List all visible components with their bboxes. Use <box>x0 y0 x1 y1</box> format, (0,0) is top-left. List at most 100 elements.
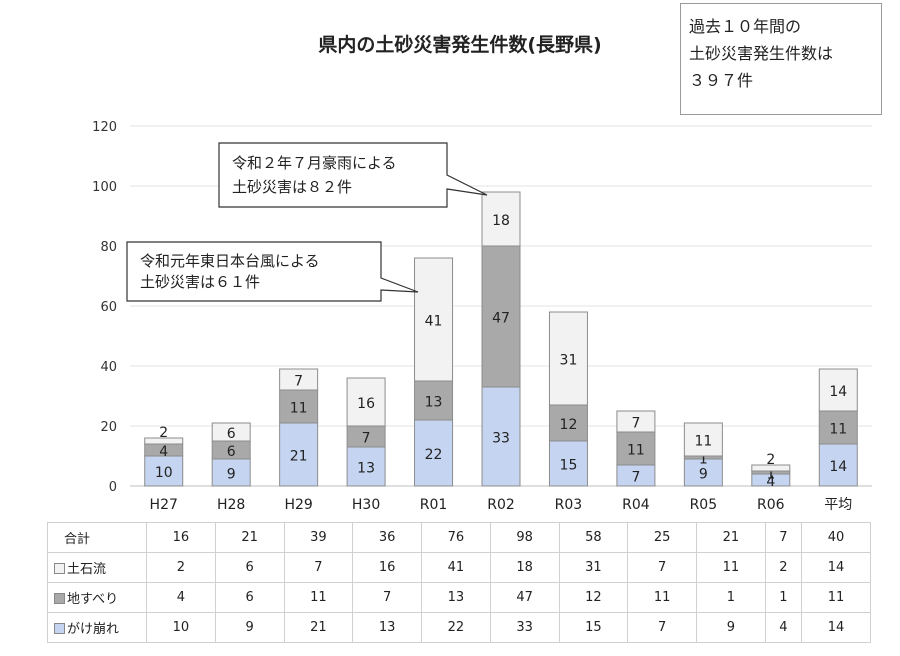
table-cell: 14 <box>801 612 871 643</box>
data-label-jisuberi: 12 <box>560 417 578 433</box>
data-label-dosekiryu: 7 <box>294 374 303 390</box>
summary-line-1: 過去１０年間の <box>689 17 802 36</box>
data-label-jisuberi: 11 <box>627 443 645 459</box>
table-cell: 2 <box>146 552 216 583</box>
bar-segment-dosekiryu <box>481 191 521 247</box>
data-label-gake: 13 <box>357 461 375 477</box>
table-cell: 13 <box>352 612 422 643</box>
table-cell: 47 <box>489 582 560 613</box>
data-table: 合計 16 21 39 36 76 98 58 25 21 7 40 土石流 2 6 7 16 41 18 31 7 11… <box>47 522 871 643</box>
table-cell: 40 <box>801 522 871 553</box>
table-row-label: 地すべり <box>47 582 147 613</box>
table-cell: 39 <box>283 522 354 553</box>
table-cell: 41 <box>421 552 491 583</box>
bar-segment-gake <box>346 446 386 487</box>
bar-segment-dosekiryu <box>144 437 184 445</box>
callout-r02-shape <box>218 142 488 208</box>
data-label-jisuberi: 11 <box>829 422 847 438</box>
table-row-label: がけ崩れ <box>47 612 147 643</box>
data-label-dosekiryu: 2 <box>159 425 168 441</box>
table-row-label: 合計 <box>47 522 147 553</box>
x-tick-label: H29 <box>284 497 312 513</box>
table-cell: 11 <box>283 582 354 613</box>
x-tick-label: H30 <box>352 497 380 513</box>
table-cell: 7 <box>283 552 354 583</box>
legend-key <box>54 623 65 634</box>
table-cell: 98 <box>489 522 560 553</box>
table-cell: 31 <box>558 552 629 583</box>
bar-segment-jisuberi <box>481 245 521 388</box>
table-cell: 2 <box>764 552 803 583</box>
table-cell: 11 <box>627 582 697 613</box>
legend-key <box>54 563 65 574</box>
table-cell: 6 <box>214 552 285 583</box>
table-cell: 11 <box>801 582 871 613</box>
callout-r01-line-2: 土砂災害は６１件 <box>140 273 260 291</box>
table-cell: 11 <box>696 552 766 583</box>
data-label-dosekiryu: 6 <box>227 426 236 442</box>
x-tick-label: R01 <box>420 497 448 513</box>
callout-r01-shape <box>126 241 419 302</box>
callout-r01-line-1: 令和元年東日本台風による <box>140 252 320 270</box>
table-cell: 25 <box>627 522 697 553</box>
bar-segment-jisuberi <box>414 380 454 421</box>
legend-label: 土石流 <box>67 562 107 577</box>
bar-segment-dosekiryu <box>414 257 454 382</box>
x-tick-label: H28 <box>217 497 245 513</box>
table-cell: 16 <box>146 522 216 553</box>
table-row: 合計 16 21 39 36 76 98 58 25 21 7 40 <box>47 522 871 553</box>
table-cell: 16 <box>352 552 422 583</box>
x-tick-label: R02 <box>487 497 515 513</box>
bar-segment-dosekiryu <box>279 368 319 391</box>
data-label-jisuberi: 7 <box>362 431 371 447</box>
table-cell: 15 <box>558 612 629 643</box>
bar-segment-gake <box>414 419 454 487</box>
bar-segment-jisuberi <box>279 389 319 424</box>
table-cell: 7 <box>627 612 697 643</box>
table-cell: 36 <box>352 522 422 553</box>
data-label-dosekiryu: 18 <box>492 213 510 229</box>
callout-r02-line-1: 令和２年７月豪雨による <box>232 154 397 172</box>
table-cell: 7 <box>352 582 422 613</box>
x-tick-label: 平均 <box>824 497 852 513</box>
data-label-jisuberi: 4 <box>159 444 168 460</box>
data-label-dosekiryu: 31 <box>560 353 578 369</box>
data-label-jisuberi: 11 <box>290 401 308 417</box>
summary-line-3: ３９７件 <box>689 71 754 90</box>
table-cell: 33 <box>489 612 560 643</box>
table-cell: 14 <box>801 552 871 583</box>
x-tick-label: R04 <box>622 497 650 513</box>
y-tick-label: 100 <box>92 180 117 195</box>
data-label-gake: 4 <box>766 474 775 490</box>
data-label-gake: 33 <box>492 431 510 447</box>
callout-r02: 令和２年７月豪雨による 土砂災害は８２件 <box>218 142 488 208</box>
callout-r02-line-2: 土砂災害は８２件 <box>232 178 352 196</box>
x-tick-label: R03 <box>555 497 583 513</box>
bar-segment-gake <box>548 440 588 487</box>
table-cell: 1 <box>764 582 803 613</box>
bar-segment-dosekiryu <box>211 422 251 442</box>
y-tick-label: 120 <box>92 120 117 135</box>
bar-segment-dosekiryu <box>751 464 791 472</box>
data-label-dosekiryu: 41 <box>425 314 443 330</box>
table-cell: 21 <box>214 522 285 553</box>
x-tick-label: H27 <box>150 497 178 513</box>
data-label-gake: 21 <box>290 449 308 465</box>
bar-segment-gake <box>683 458 723 487</box>
table-cell: 1 <box>696 582 766 613</box>
bar-segment-dosekiryu <box>683 422 723 457</box>
data-label-dosekiryu: 14 <box>829 384 847 400</box>
table-cell: 22 <box>421 612 491 643</box>
summary-line-2: 土砂災害発生件数は <box>689 44 834 63</box>
legend-label: がけ崩れ <box>67 622 120 637</box>
data-label-dosekiryu: 7 <box>631 416 640 432</box>
data-label-gake: 22 <box>425 447 443 463</box>
bar-segment-jisuberi <box>818 410 858 445</box>
bar-segment-gake <box>481 386 521 487</box>
table-cell: 9 <box>696 612 766 643</box>
legend-key <box>54 593 65 604</box>
y-tick-label: 0 <box>109 480 117 495</box>
x-tick-label: R06 <box>757 497 785 513</box>
table-row: 土石流 2 6 7 16 41 18 31 7 11 2 14 <box>47 552 871 583</box>
